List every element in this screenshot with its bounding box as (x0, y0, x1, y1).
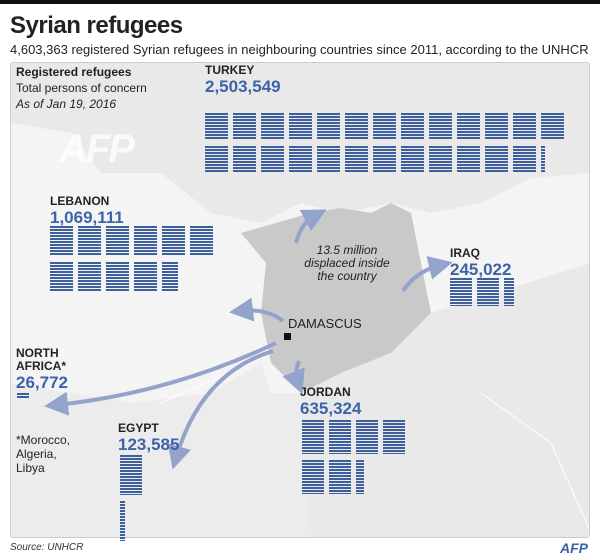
country-name-jordan: JORDAN (300, 385, 351, 399)
refugee-icon-block (317, 113, 340, 140)
country-name-lebanon: LEBANON (50, 194, 110, 208)
pictogram-lebanon (50, 226, 213, 292)
arrow-jordan (282, 360, 305, 395)
country-value-iraq: 245,022 (450, 260, 512, 279)
refugee-icon-block (345, 113, 368, 140)
refugee-icon-block (429, 146, 452, 173)
pictogram-iraq (450, 278, 526, 306)
afp-logo: AFP (560, 540, 588, 556)
arrow-north-africa (44, 341, 277, 416)
country-name-north-africa: NORTH AFRICA* (16, 346, 66, 373)
refugee-icon-block (17, 393, 29, 399)
internal-displaced-label: 13.5 million displaced inside the countr… (304, 243, 390, 283)
refugee-icon-block (261, 146, 284, 173)
refugee-icon-block (302, 460, 324, 494)
refugee-icon-block (429, 113, 452, 140)
refugee-icon-block (233, 146, 256, 173)
refugee-icon-block (205, 113, 228, 140)
country-name-iraq: IRAQ (450, 246, 480, 260)
afp-watermark: AFP (59, 127, 135, 171)
country-value-north-africa: 26,772 (16, 373, 68, 392)
refugee-icon-block (134, 262, 157, 292)
refugee-icon-block (50, 262, 73, 292)
refugee-icon-block (373, 146, 396, 173)
refugee-icon-block (485, 146, 508, 173)
refugee-icon-block (485, 113, 508, 140)
refugee-icon-block (106, 226, 129, 256)
country-value-jordan: 635,324 (300, 399, 362, 418)
top-rule (0, 0, 600, 4)
refugee-icon-block (401, 146, 424, 173)
refugee-icon-block (457, 113, 480, 140)
pictogram-north-africa (17, 393, 39, 399)
refugee-icon-block (261, 113, 284, 140)
refugee-icon-block (541, 113, 564, 140)
refugee-icon-block (504, 278, 514, 306)
refugee-icon-block (120, 501, 126, 541)
refugee-icon-block (401, 113, 424, 140)
page-title: Syrian refugees (10, 12, 183, 39)
refugee-icon-block (373, 113, 396, 140)
refugee-icon-block (317, 146, 340, 173)
refugee-icon-block (134, 226, 157, 256)
refugee-icon-block (457, 146, 480, 173)
footnote: *Morocco, Algeria, Libya (16, 433, 71, 475)
syria-shape (241, 203, 431, 393)
legend-line: Total persons of concern (16, 81, 147, 95)
refugee-icon-block (450, 278, 472, 306)
arrow-iraq (401, 256, 453, 293)
refugee-icon-block (329, 420, 351, 454)
subtitle: 4,603,363 registered Syrian refugees in … (10, 42, 589, 57)
arrow-egypt (167, 349, 274, 470)
legend-heading: Registered refugees (16, 65, 132, 79)
refugee-icon-block (233, 113, 256, 140)
refugee-icon-block (50, 226, 73, 256)
damascus-marker (284, 333, 291, 340)
pictogram-turkey (205, 113, 564, 173)
refugee-icon-block (289, 113, 312, 140)
country-name-turkey: TURKEY (205, 63, 255, 77)
refugee-icon-block (106, 262, 129, 292)
refugee-icon-block (162, 262, 178, 292)
arrow-lebanon (229, 297, 285, 323)
arrow-turkey (294, 209, 327, 244)
arrows (44, 209, 453, 470)
refugee-icon-block (513, 146, 536, 173)
refugee-icon-block (329, 460, 351, 494)
refugee-icon-block (302, 420, 324, 454)
refugee-icon-block (205, 146, 228, 173)
refugee-icon-block (289, 146, 312, 173)
country-value-lebanon: 1,069,111 (50, 208, 124, 227)
refugee-icon-block (513, 113, 536, 140)
refugee-icon-block (345, 146, 368, 173)
map (11, 63, 589, 537)
refugee-icon-block (541, 146, 545, 173)
capital-label: DAMASCUS (288, 316, 362, 331)
source: Source: UNHCR (10, 542, 84, 553)
refugee-icon-block (78, 262, 101, 292)
refugee-icon-block (162, 226, 185, 256)
country-value-turkey: 2,503,549 (205, 77, 281, 96)
country-value-egypt: 123,585 (118, 435, 180, 454)
legend-date: As of Jan 19, 2016 (16, 97, 117, 111)
country-name-egypt: EGYPT (118, 421, 159, 435)
refugee-icon-block (356, 420, 378, 454)
refugee-icon-block (383, 420, 405, 454)
refugee-icon-block (78, 226, 101, 256)
refugee-icon-block (120, 455, 142, 495)
refugee-icon-block (190, 226, 213, 256)
pictogram-egypt (120, 455, 142, 541)
refugee-icon-block (356, 460, 364, 494)
refugee-icon-block (477, 278, 499, 306)
pictogram-jordan (302, 420, 405, 494)
